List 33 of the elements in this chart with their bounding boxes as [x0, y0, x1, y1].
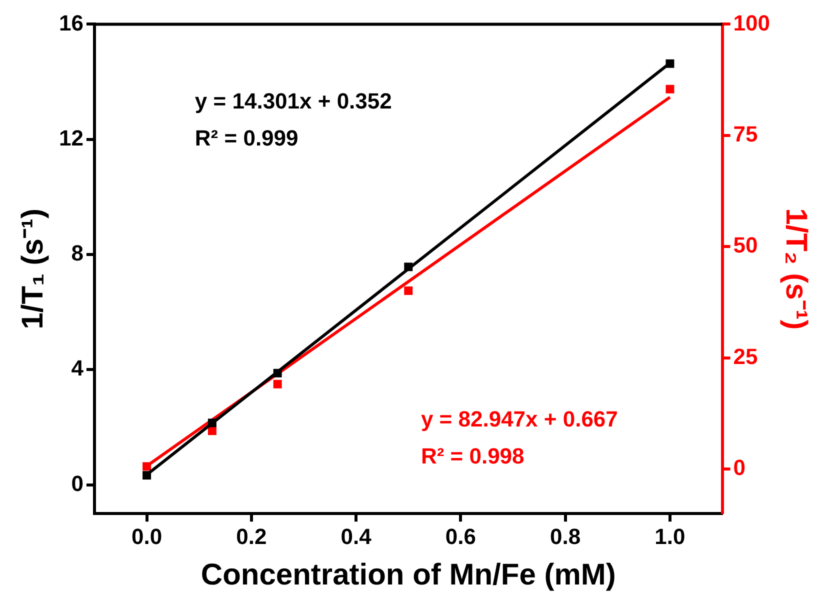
- x-tick-label: 0.4: [340, 524, 372, 549]
- point: [666, 84, 674, 94]
- point: [142, 462, 152, 471]
- point: [273, 368, 282, 378]
- x-tick-label: 0.8: [550, 524, 581, 549]
- point: [666, 59, 674, 68]
- annotation: y = 14.301x + 0.352: [194, 88, 392, 114]
- y2-tick-label: 75: [733, 121, 758, 146]
- x-tick-label: 1.0: [654, 524, 686, 549]
- x-axis-title: Concentration of Mn/Fe (mM): [200, 558, 616, 592]
- point: [404, 262, 413, 272]
- y2-axis-title: 1/T₂ (s⁻¹): [780, 208, 813, 330]
- x-tick-label: 0.0: [131, 524, 162, 549]
- y-tick-label: 16: [58, 10, 84, 36]
- y-tick-label: 4: [71, 356, 84, 381]
- x-tick-label: 0.2: [236, 524, 267, 549]
- point: [404, 286, 413, 295]
- y-axis-title: 1/T₁ (s⁻¹): [16, 208, 50, 330]
- y-tick-label: 8: [71, 240, 84, 266]
- point: [142, 471, 152, 480]
- point: [208, 426, 216, 436]
- y2-tick-label: 0: [733, 455, 746, 480]
- y-tick-label: 0: [71, 470, 84, 496]
- y2-tick-label: 25: [733, 344, 758, 369]
- annotation: R² = 0.998: [420, 443, 524, 468]
- y2-tick-label: 50: [733, 232, 758, 258]
- x-tick-label: 0.6: [445, 524, 476, 549]
- point: [273, 380, 282, 388]
- annotation: R² = 0.999: [194, 125, 298, 150]
- y-tick-label: 12: [58, 125, 84, 150]
- point: [208, 418, 216, 428]
- y2-tick-label: 100: [733, 10, 770, 36]
- annotation: y = 82.947x + 0.667: [420, 406, 618, 432]
